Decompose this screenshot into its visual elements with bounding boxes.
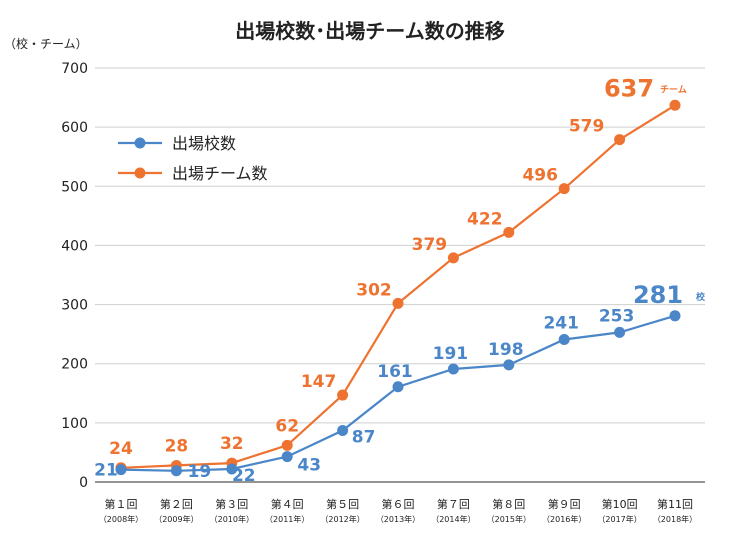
y-tick-label: 500 — [61, 179, 88, 195]
school-data-label: 19 — [188, 462, 212, 482]
school-data-label: 241 — [543, 313, 579, 333]
x-tick-label: 第４回 — [271, 497, 304, 511]
data-point — [447, 252, 459, 264]
team-data-label: 379 — [412, 235, 448, 255]
x-tick-label: 第７回 — [437, 497, 470, 511]
series-line-1 — [120, 104, 676, 469]
y-axis-label: （校・チーム） — [4, 36, 88, 51]
x-tick-year: （2016年） — [542, 514, 586, 524]
x-tick-year: （2008年） — [99, 514, 143, 524]
school-data-label: 21 — [94, 461, 118, 481]
team-final-unit: チーム — [660, 84, 687, 95]
x-tick-year: （2011年） — [265, 514, 309, 524]
data-point — [392, 297, 404, 309]
school-data-label: 161 — [377, 362, 413, 382]
school-data-label: 191 — [433, 344, 469, 364]
team-data-label: 32 — [220, 434, 244, 454]
team-data-label: 422 — [467, 209, 503, 229]
x-tick-year: （2017年） — [597, 514, 641, 524]
legend-marker — [134, 137, 146, 149]
legend-label: 出場校数 — [172, 134, 236, 153]
legend-marker — [134, 167, 146, 179]
x-tick-year: （2012年） — [320, 514, 364, 524]
school-data-label: 253 — [599, 306, 635, 326]
data-point — [447, 363, 459, 375]
team-data-label: 62 — [275, 416, 299, 436]
school-final-unit: 校 — [696, 291, 706, 303]
x-tick-label: 第11回 — [657, 497, 693, 511]
data-point — [115, 464, 127, 476]
team-final-label: 637 — [604, 74, 654, 102]
school-final-label: 281 — [633, 281, 683, 309]
y-tick-label: 200 — [61, 357, 88, 373]
team-data-label: 496 — [522, 166, 558, 186]
x-tick-year: （2015年） — [487, 514, 531, 524]
data-point — [669, 310, 681, 322]
x-tick-label: 第５回 — [326, 497, 359, 511]
data-point — [503, 226, 515, 238]
x-tick-year: （2010年） — [210, 514, 254, 524]
team-data-label: 147 — [301, 372, 337, 392]
data-point — [337, 425, 349, 437]
data-labels: 24 28 32 62 147 302 379 422 496 579 21 19 22 43 87 161 1… — [94, 74, 706, 486]
chart-title: 出場校数･出場チーム数の推移 — [235, 19, 504, 43]
x-tick-year: （2014年） — [431, 514, 475, 524]
data-point — [281, 451, 293, 463]
data-point — [558, 333, 570, 345]
legend-label: 出場チーム数 — [172, 164, 268, 183]
team-data-label: 28 — [165, 436, 189, 456]
data-point — [614, 326, 626, 338]
data-point — [614, 134, 626, 146]
team-data-label: 24 — [109, 439, 133, 459]
y-tick-label: 700 — [61, 61, 88, 77]
y-tick-label: 300 — [61, 298, 88, 314]
y-tick-label: 400 — [61, 238, 88, 254]
x-tick-label: 第２回 — [160, 497, 193, 511]
series-layer — [115, 99, 681, 477]
x-tick-year: （2009年） — [154, 514, 198, 524]
school-data-label: 43 — [297, 456, 321, 476]
school-data-label: 198 — [488, 340, 524, 360]
data-point — [392, 381, 404, 393]
school-data-label: 22 — [232, 466, 256, 486]
x-tick-label: 第９回 — [548, 497, 581, 511]
x-tick-year: （2013年） — [376, 514, 420, 524]
data-point — [170, 465, 182, 477]
x-tick-label: 第８回 — [492, 497, 525, 511]
data-point — [503, 359, 515, 371]
x-tick-label: 第１回 — [105, 497, 138, 511]
x-tick-label: 第３回 — [215, 497, 248, 511]
data-point — [337, 389, 349, 401]
data-point — [226, 463, 238, 475]
x-tick-year: （2018年） — [653, 514, 697, 524]
y-tick-label: 0 — [79, 475, 88, 491]
y-tick-label: 600 — [61, 120, 88, 136]
grid: 0 100 200 300 400 500 600 700 第１回 （2008年） 第２回 （2009… — [61, 61, 705, 524]
team-data-label: 302 — [356, 280, 392, 300]
x-tick-label: 第６回 — [382, 497, 415, 511]
school-data-label: 87 — [352, 428, 376, 448]
data-point — [669, 99, 681, 111]
data-point — [558, 183, 570, 195]
y-tick-label: 100 — [61, 416, 88, 432]
series-line-0 — [120, 314, 676, 472]
data-point — [281, 439, 293, 451]
x-tick-label: 第10回 — [602, 497, 638, 511]
team-data-label: 579 — [569, 117, 605, 137]
